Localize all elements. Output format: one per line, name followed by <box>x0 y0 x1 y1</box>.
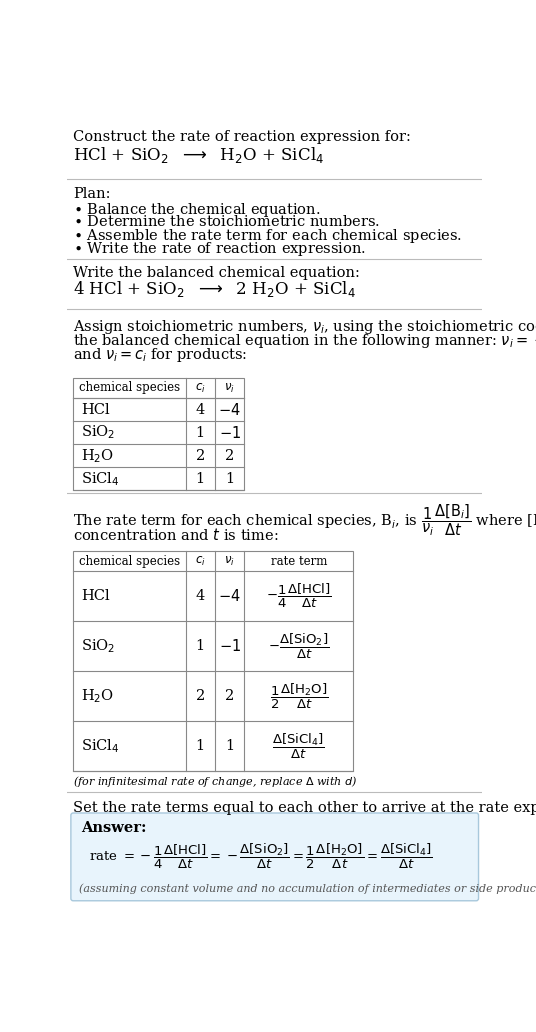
Text: $\bullet$ Determine the stoichiometric numbers.: $\bullet$ Determine the stoichiometric n… <box>73 214 380 229</box>
Text: concentration and $t$ is time:: concentration and $t$ is time: <box>73 527 279 543</box>
Text: 1: 1 <box>196 639 205 653</box>
Text: chemical species: chemical species <box>79 382 180 394</box>
Text: the balanced chemical equation in the following manner: $\nu_i = -c_i$ for react: the balanced chemical equation in the fo… <box>73 331 536 350</box>
Text: $-1$: $-1$ <box>219 424 241 441</box>
Text: Write the balanced chemical equation:: Write the balanced chemical equation: <box>73 266 360 281</box>
Bar <box>73 551 353 771</box>
Text: $\nu_i$: $\nu_i$ <box>225 554 235 568</box>
Text: SiCl$_4$: SiCl$_4$ <box>81 738 120 755</box>
Text: $-\dfrac{1}{4}\dfrac{\Delta[\mathrm{HCl}]}{\Delta t}$: $-\dfrac{1}{4}\dfrac{\Delta[\mathrm{HCl}… <box>266 582 331 610</box>
Text: rate term: rate term <box>271 555 327 568</box>
Text: Assign stoichiometric numbers, $\nu_i$, using the stoichiometric coefficients, $: Assign stoichiometric numbers, $\nu_i$, … <box>73 318 536 335</box>
Text: $\dfrac{1}{2}\dfrac{\Delta[\mathrm{H_2O}]}{\Delta t}$: $\dfrac{1}{2}\dfrac{\Delta[\mathrm{H_2O}… <box>270 682 328 711</box>
Text: SiO$_2$: SiO$_2$ <box>81 638 115 655</box>
Text: 1: 1 <box>225 472 234 486</box>
Text: $-1$: $-1$ <box>219 638 241 654</box>
Text: 2: 2 <box>196 449 205 462</box>
Text: Construct the rate of reaction expression for:: Construct the rate of reaction expressio… <box>73 130 411 144</box>
Text: 2: 2 <box>225 449 234 462</box>
Text: 2: 2 <box>196 689 205 704</box>
Text: Plan:: Plan: <box>73 187 111 201</box>
Text: (for infinitesimal rate of change, replace $\Delta$ with $d$): (for infinitesimal rate of change, repla… <box>73 774 358 789</box>
Text: The rate term for each chemical species, B$_i$, is $\dfrac{1}{\nu_i}\dfrac{\Delt: The rate term for each chemical species,… <box>73 503 536 539</box>
Text: 4: 4 <box>196 589 205 604</box>
Text: $-4$: $-4$ <box>218 588 241 604</box>
Text: $-\dfrac{\Delta[\mathrm{SiO_2}]}{\Delta t}$: $-\dfrac{\Delta[\mathrm{SiO_2}]}{\Delta … <box>268 632 330 660</box>
Text: rate $= -\dfrac{1}{4}\dfrac{\Delta[\mathrm{HCl}]}{\Delta t} = -\dfrac{\Delta[\ma: rate $= -\dfrac{1}{4}\dfrac{\Delta[\math… <box>88 841 433 871</box>
Text: 1: 1 <box>225 739 234 753</box>
Text: H$_2$O: H$_2$O <box>81 687 114 705</box>
Text: (assuming constant volume and no accumulation of intermediates or side products): (assuming constant volume and no accumul… <box>79 883 536 894</box>
Text: HCl: HCl <box>81 402 109 417</box>
Text: 4: 4 <box>196 402 205 417</box>
Text: 2: 2 <box>225 689 234 704</box>
Text: Answer:: Answer: <box>81 821 146 836</box>
Bar <box>73 378 244 490</box>
Text: $c_i$: $c_i$ <box>195 382 206 394</box>
Text: $\nu_i$: $\nu_i$ <box>225 382 235 394</box>
Text: and $\nu_i = c_i$ for products:: and $\nu_i = c_i$ for products: <box>73 346 248 363</box>
Text: 1: 1 <box>196 472 205 486</box>
Text: SiO$_2$: SiO$_2$ <box>81 424 115 442</box>
Text: SiCl$_4$: SiCl$_4$ <box>81 470 120 488</box>
Text: 1: 1 <box>196 739 205 753</box>
Text: Set the rate terms equal to each other to arrive at the rate expression:: Set the rate terms equal to each other t… <box>73 801 536 814</box>
Text: $\bullet$ Assemble the rate term for each chemical species.: $\bullet$ Assemble the rate term for eac… <box>73 227 463 245</box>
Text: 4 HCl + SiO$_2$  $\longrightarrow$  2 H$_2$O + SiCl$_4$: 4 HCl + SiO$_2$ $\longrightarrow$ 2 H$_2… <box>73 280 356 299</box>
Text: $\dfrac{\Delta[\mathrm{SiCl_4}]}{\Delta t}$: $\dfrac{\Delta[\mathrm{SiCl_4}]}{\Delta … <box>272 732 325 761</box>
Text: chemical species: chemical species <box>79 555 180 568</box>
Text: HCl + SiO$_2$  $\longrightarrow$  H$_2$O + SiCl$_4$: HCl + SiO$_2$ $\longrightarrow$ H$_2$O +… <box>73 146 324 165</box>
Text: $\bullet$ Write the rate of reaction expression.: $\bullet$ Write the rate of reaction exp… <box>73 240 366 258</box>
Text: $-4$: $-4$ <box>218 401 241 418</box>
Text: H$_2$O: H$_2$O <box>81 447 114 464</box>
Text: 1: 1 <box>196 425 205 440</box>
Text: HCl: HCl <box>81 589 109 604</box>
Text: $c_i$: $c_i$ <box>195 554 206 568</box>
FancyBboxPatch shape <box>71 813 479 901</box>
Text: $\bullet$ Balance the chemical equation.: $\bullet$ Balance the chemical equation. <box>73 201 321 219</box>
